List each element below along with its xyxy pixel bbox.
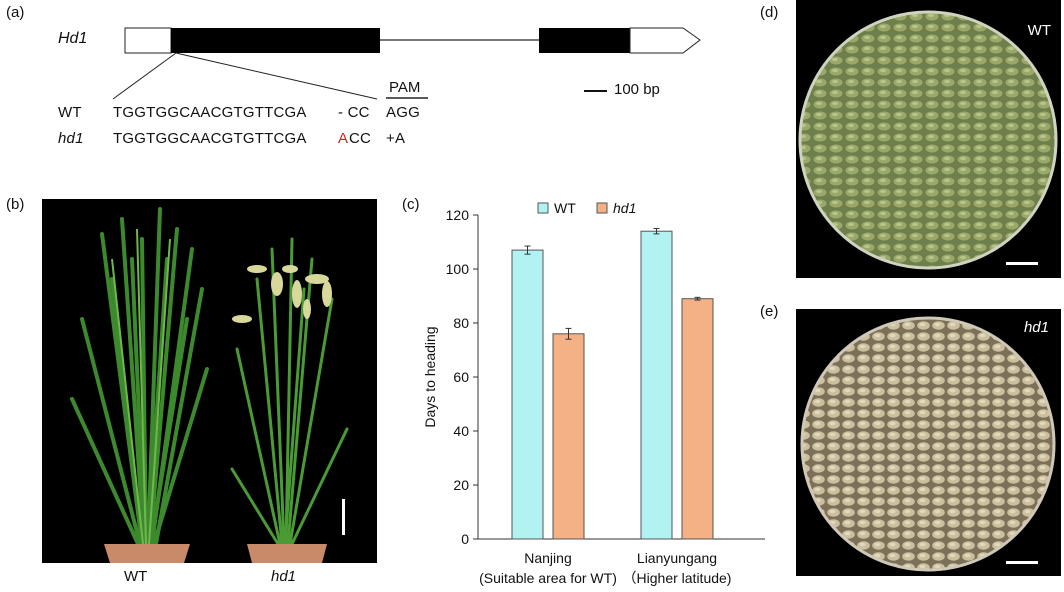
wt-plant-label: WT [124,568,148,585]
panel-d-label: (d) [760,4,779,21]
legend-label-WT: WT [554,200,576,216]
panel-c-label: (c) [402,196,420,213]
legend-swatch-hd1 [596,202,608,214]
y-tick-label: 60 [453,369,469,385]
wt-sequence: TGGTGGCAACGTGTTCGA [113,104,307,121]
legend-swatch-WT [537,202,549,214]
y-tick-label: 20 [453,477,469,493]
category-label-line2: (Suitable area for WT) [479,570,617,586]
hd1-plant-label: hd1 [271,568,297,585]
wt-plant-leaves [70,207,209,546]
wt-seed-tag: WT [1027,22,1051,39]
bar-WT-0 [511,249,544,540]
gene-name: Hd1 [58,30,88,47]
y-tick-label: 40 [453,423,469,439]
exon-2 [539,28,630,53]
y-tick-label: 120 [446,207,470,223]
hd1-plant-leaves [230,237,349,546]
plant-photo [42,199,377,563]
photo-scale-bar [342,499,345,535]
y-tick-label: 80 [453,315,469,331]
panel-a-label: (a) [6,4,25,21]
y-tick-label: 0 [461,531,469,547]
panel-e-label: (e) [760,303,779,320]
panel-b-label: (b) [6,196,25,213]
y-axis-label: Days to heading [422,326,438,427]
y-tick-label: 100 [446,261,470,277]
category-label-line1: Nanjing [524,550,571,566]
utr-5 [124,27,172,54]
hd1-insertion-note: +A [386,130,406,147]
hd1-seed-dish [800,316,1056,572]
wt-pam-seq: AGG [386,104,420,121]
wt-plant-highlights [111,228,171,545]
wt-seed-scale-bar [1006,262,1038,265]
bar-hd1-1 [681,298,714,540]
wt-seed-photo: WT [796,0,1061,278]
hd1-panicles [232,265,332,323]
gene-structure-diagram [112,27,701,100]
zoom-line-right [175,52,378,100]
legend-label-hd1: hd1 [613,200,636,216]
hd1-rest: CC [349,130,372,147]
hd1-pot [247,544,327,563]
hd1-seed-scale-bar [1006,561,1038,564]
wt-gap: - CC [338,104,370,121]
hd1-insertion: A [338,130,349,147]
wt-pot [104,544,190,563]
bar-WT-1 [640,230,673,540]
hd1-seed-photo: hd1 [796,309,1061,576]
hd1-seed-tag: hd1 [1023,319,1049,336]
hd1-sequence: TGGTGGCAACGTGTTCGA [113,130,307,147]
wt-seq-name: WT [58,104,82,121]
utr-3-arrow [629,27,701,54]
days-to-heading-chart: 0 20 40 60 80 100 120 Days to heading Nanjing (S… [422,200,765,586]
hd1-seq-name: hd1 [58,130,84,147]
category-label-line1: Lianyungang [637,550,717,566]
plant-illustration [70,207,349,563]
exon-1 [171,28,380,53]
wt-seed-illustration [798,10,1058,270]
wt-seed-dish [798,10,1058,270]
bar-hd1-0 [552,333,585,540]
zoom-line-left [112,52,177,100]
hd1-seed-illustration [800,316,1056,572]
category-label-line2: （Higher latitude) [623,570,732,586]
scale-bar-label: 100 bp [614,81,660,98]
pam-label: PAM [389,79,421,96]
